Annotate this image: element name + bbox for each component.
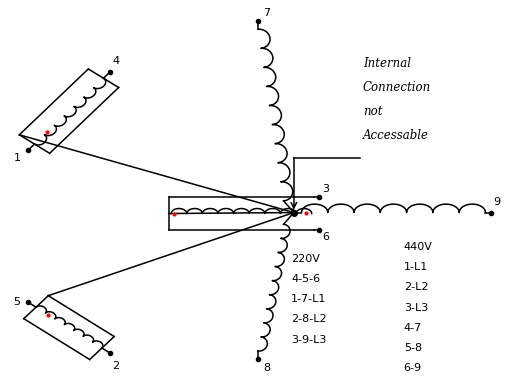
Text: 8: 8 (263, 363, 270, 373)
Text: 1-L1: 1-L1 (404, 262, 428, 272)
Text: 2: 2 (112, 361, 120, 371)
Text: 1-7-L1: 1-7-L1 (291, 294, 327, 304)
Text: Connection: Connection (363, 81, 431, 94)
Text: Internal: Internal (363, 57, 411, 69)
Text: 4: 4 (112, 56, 120, 66)
Text: 5: 5 (13, 297, 20, 307)
Text: 3: 3 (322, 184, 329, 194)
Text: Accessable: Accessable (363, 129, 429, 142)
Text: 7: 7 (263, 7, 270, 18)
Text: 9: 9 (494, 197, 501, 207)
Text: 6: 6 (322, 232, 329, 242)
Text: 2-8-L2: 2-8-L2 (291, 314, 327, 324)
Text: 5-8: 5-8 (404, 343, 422, 353)
Text: 3-9-L3: 3-9-L3 (291, 335, 327, 345)
Text: 440V: 440V (404, 242, 433, 252)
Text: 2-L2: 2-L2 (404, 282, 428, 292)
Text: 4-7: 4-7 (404, 323, 422, 333)
Text: 1: 1 (13, 153, 20, 163)
Text: not: not (363, 105, 382, 118)
Text: 220V: 220V (291, 254, 320, 264)
Text: 6-9: 6-9 (404, 363, 422, 374)
Text: 4-5-6: 4-5-6 (291, 274, 320, 284)
Text: 3-L3: 3-L3 (404, 303, 428, 313)
